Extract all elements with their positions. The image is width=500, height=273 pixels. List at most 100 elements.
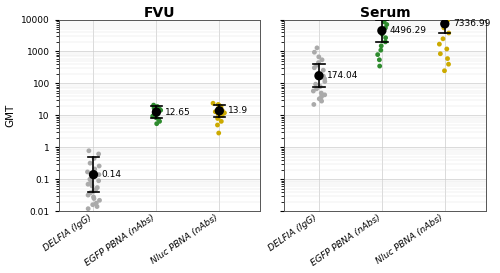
Point [216, 103, 224, 108]
Point [218, 109, 226, 113]
Point [215, 115, 223, 119]
Y-axis label: GMT: GMT [6, 104, 16, 127]
Point [84, 170, 92, 174]
Point [152, 121, 160, 126]
Point [442, 21, 450, 26]
Point [382, 7, 390, 11]
Point [90, 156, 98, 161]
Point [383, 22, 391, 27]
Point [314, 71, 322, 75]
Point [90, 173, 98, 177]
Point [378, 32, 386, 36]
Point [310, 102, 318, 107]
Text: 174.04: 174.04 [327, 71, 358, 80]
Point [316, 97, 324, 101]
Point [445, 15, 453, 19]
Point [310, 66, 318, 70]
Point [156, 108, 164, 112]
Point [88, 203, 96, 207]
Point [376, 64, 384, 68]
Point [315, 55, 323, 59]
Point [86, 191, 94, 195]
Point [152, 110, 160, 114]
Point [152, 115, 160, 120]
Point [154, 104, 162, 109]
Point [150, 103, 158, 107]
Point [85, 149, 93, 153]
Point [439, 37, 447, 41]
Point [314, 60, 322, 65]
Point [220, 111, 228, 115]
Point [150, 109, 158, 113]
Point [377, 44, 385, 48]
Point [94, 152, 102, 156]
Point [214, 131, 222, 135]
Point [444, 31, 452, 35]
Point [377, 48, 385, 52]
Point [312, 63, 320, 67]
Point [84, 193, 92, 197]
Text: 13.9: 13.9 [228, 106, 248, 115]
Point [441, 22, 449, 26]
Point [86, 177, 94, 182]
Point [152, 110, 160, 114]
Point [316, 84, 324, 89]
Point [84, 182, 92, 186]
Point [94, 185, 102, 190]
Point [382, 26, 390, 30]
Point [90, 195, 98, 199]
Point [380, 20, 388, 24]
Point [95, 164, 103, 168]
Point [318, 95, 326, 99]
Point [214, 108, 222, 112]
Title: FVU: FVU [144, 5, 176, 20]
Title: Serum: Serum [360, 5, 410, 20]
Point [214, 102, 222, 107]
Point [216, 109, 224, 113]
Point [156, 107, 164, 111]
Point [436, 42, 444, 46]
Point [321, 79, 329, 84]
Point [318, 91, 326, 95]
Point [382, 35, 390, 40]
Text: 4496.29: 4496.29 [390, 26, 427, 35]
Point [440, 69, 448, 73]
Point [436, 52, 444, 56]
Point [218, 113, 226, 118]
Point [372, 10, 380, 14]
Point [384, 14, 392, 18]
Point [313, 46, 321, 50]
Point [151, 111, 159, 116]
Point [218, 119, 226, 124]
Point [443, 47, 451, 51]
Point [93, 204, 101, 209]
Text: 12.65: 12.65 [164, 108, 190, 117]
Point [440, 5, 448, 10]
Point [444, 12, 452, 16]
Point [154, 117, 162, 121]
Point [318, 58, 326, 62]
Point [94, 179, 102, 183]
Point [434, 8, 442, 13]
Point [444, 62, 452, 66]
Point [90, 189, 98, 194]
Point [382, 40, 390, 44]
Point [440, 26, 448, 30]
Point [88, 184, 96, 188]
Point [375, 3, 383, 7]
Point [96, 198, 104, 203]
Point [92, 201, 100, 205]
Point [312, 87, 320, 91]
Point [209, 101, 217, 105]
Text: 0.14: 0.14 [102, 170, 121, 179]
Point [150, 106, 158, 110]
Point [374, 52, 382, 57]
Point [148, 114, 156, 118]
Point [320, 74, 328, 78]
Point [95, 173, 103, 177]
Point [84, 206, 92, 211]
Point [310, 89, 318, 93]
Point [92, 187, 100, 192]
Text: 7336.99: 7336.99 [453, 19, 490, 28]
Point [376, 58, 384, 62]
